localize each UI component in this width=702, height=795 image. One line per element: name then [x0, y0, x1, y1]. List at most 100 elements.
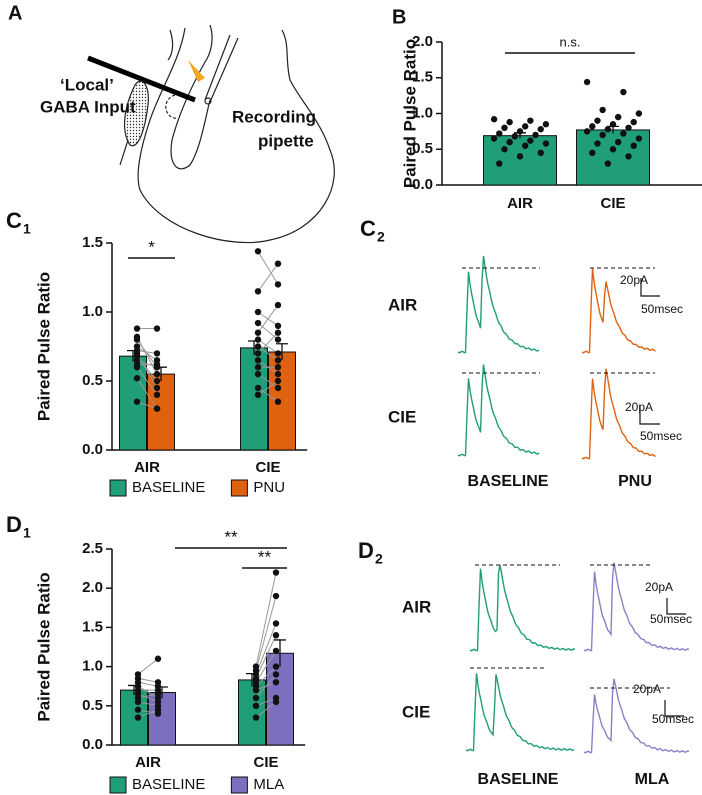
legend-label: MLA — [253, 776, 284, 793]
paired-line — [257, 346, 279, 361]
data-point — [532, 131, 539, 139]
scale-label: 50msec — [650, 612, 692, 626]
paired-line — [137, 693, 159, 699]
x-tick-label: CIE — [253, 754, 278, 771]
data-point — [620, 88, 627, 96]
data-point — [542, 140, 550, 147]
paired-line — [137, 709, 159, 715]
x-tick-label: AIR — [507, 195, 533, 212]
row-label: CIE — [388, 407, 416, 426]
y-axis-label: Paired Pulse Ratio — [400, 39, 419, 188]
paired-line — [257, 380, 279, 396]
data-point — [635, 110, 643, 117]
data-point — [594, 140, 601, 147]
brain-slice-diagram — [119, 24, 335, 244]
data-point — [254, 343, 262, 350]
paired-line — [255, 635, 277, 679]
paired-line — [255, 674, 277, 699]
panel-label: C — [360, 216, 376, 241]
data-point — [274, 364, 282, 371]
scale-label: 20pA — [633, 682, 661, 696]
paired-line — [257, 339, 279, 354]
x-tick-label: CIE — [600, 195, 625, 212]
trace — [581, 268, 656, 354]
data-point — [134, 698, 142, 706]
bar — [238, 679, 266, 746]
row-label: AIR — [402, 597, 431, 616]
data-point — [254, 384, 262, 392]
legend-label: BASELINE — [132, 776, 205, 793]
data-point — [254, 308, 262, 316]
annotation: * — [148, 237, 155, 256]
data-point — [496, 130, 503, 137]
column-label: MLA — [635, 771, 670, 788]
data-point — [501, 124, 508, 131]
stimulus-electrode — [87, 55, 196, 103]
data-point — [274, 322, 282, 329]
scale-label: 20pA — [625, 400, 653, 414]
panel-label-sub: 2 — [377, 229, 385, 245]
data-point — [496, 160, 503, 167]
diagram-label: Recording — [232, 107, 316, 126]
data-point — [154, 655, 162, 662]
data-point — [521, 123, 529, 130]
data-point — [133, 375, 141, 382]
y-tick-label: 2.0 — [412, 33, 433, 50]
data-point — [272, 632, 280, 639]
trace — [581, 368, 656, 460]
paired-line — [137, 701, 159, 707]
paired-line — [257, 387, 279, 403]
data-point — [272, 698, 280, 706]
diagram-label: pipette — [258, 131, 314, 150]
paired-line — [255, 650, 277, 683]
scale-label: 50msec — [641, 302, 683, 316]
data-point — [506, 118, 513, 126]
data-point — [274, 336, 282, 343]
error-bar — [274, 639, 286, 667]
data-point — [252, 702, 260, 709]
data-point — [154, 690, 162, 698]
data-point — [274, 260, 282, 267]
error-bar — [155, 366, 167, 381]
data-point — [630, 118, 637, 126]
y-tick-label: 0.0 — [82, 441, 103, 458]
y-axis-label: Paired Pulse Ratio — [34, 272, 53, 421]
data-point — [153, 350, 161, 357]
data-point — [154, 706, 162, 713]
paired-line — [136, 401, 158, 410]
y-axis-label: Paired Pulse Ratio — [34, 572, 53, 721]
diagram-label: GABA Input — [40, 97, 136, 116]
data-point — [252, 694, 260, 702]
data-point — [153, 370, 161, 378]
y-tick-label: 0.0 — [82, 736, 103, 753]
data-point — [254, 288, 262, 295]
paired-line — [136, 346, 158, 361]
data-point — [274, 350, 282, 357]
data-point — [274, 301, 282, 309]
panel-label: A — [8, 2, 22, 24]
paired-line — [137, 685, 159, 699]
data-point — [511, 133, 519, 140]
data-point — [272, 679, 280, 686]
data-point — [153, 384, 161, 392]
paired-line — [255, 697, 277, 707]
error-bar — [514, 132, 526, 139]
data-point — [153, 391, 161, 398]
data-point — [254, 319, 262, 327]
error-bar — [246, 673, 258, 687]
error-bar — [276, 343, 288, 361]
paired-line — [137, 693, 159, 703]
error-bar — [248, 340, 260, 355]
data-point — [254, 248, 262, 255]
paired-line — [257, 304, 279, 333]
panel-label-sub: 1 — [23, 525, 31, 541]
data-point — [614, 138, 622, 146]
data-point — [274, 329, 282, 336]
data-point — [254, 336, 262, 343]
y-tick-label: 1.0 — [82, 303, 103, 320]
paired-line — [257, 263, 279, 292]
row-label: CIE — [402, 702, 430, 721]
data-point — [133, 325, 141, 332]
y-tick-label: 1.5 — [82, 618, 103, 635]
